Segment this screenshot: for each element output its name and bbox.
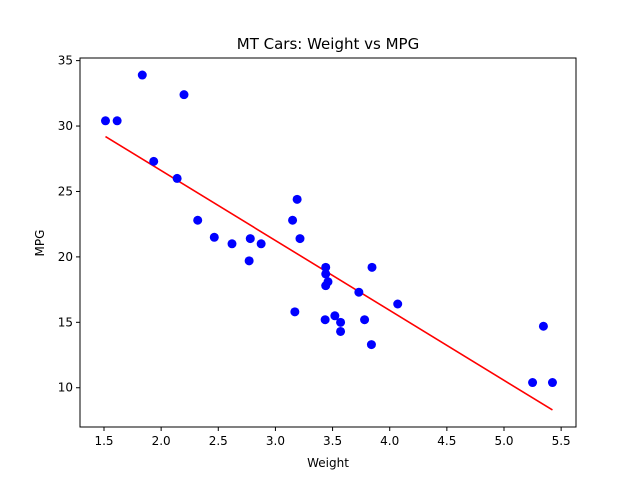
y-tick-label: 20	[58, 250, 73, 264]
data-point	[227, 239, 237, 249]
data-point	[336, 326, 346, 336]
data-point	[330, 311, 340, 321]
data-points-layer	[100, 70, 557, 388]
data-point	[112, 116, 122, 126]
data-point	[244, 256, 254, 266]
x-tick-label: 4.0	[380, 434, 399, 448]
x-tick-label: 2.0	[152, 434, 171, 448]
x-axis-label: Weight	[307, 456, 349, 470]
data-point	[172, 173, 182, 183]
data-point	[393, 299, 403, 309]
data-point	[547, 378, 557, 388]
data-point	[179, 90, 189, 100]
chart-title: MT Cars: Weight vs MPG	[237, 35, 419, 53]
y-tick-label: 30	[58, 119, 73, 133]
y-tick-label: 15	[58, 315, 73, 329]
x-tick-label: 3.5	[323, 434, 342, 448]
x-tick-label: 1.5	[94, 434, 113, 448]
x-axis: 1.5 2.0 2.5 3.0 3.5 4.0 4.5 5.0 5.5	[94, 427, 571, 448]
data-point	[360, 315, 370, 325]
data-point	[321, 281, 331, 291]
y-axis: 10 15 20 25 30 35	[58, 54, 80, 395]
data-point	[100, 116, 110, 126]
x-tick-label: 3.0	[266, 434, 285, 448]
data-point	[538, 321, 548, 331]
data-point	[288, 215, 298, 225]
plot-area	[79, 57, 577, 428]
data-point	[320, 315, 330, 325]
data-point	[256, 239, 266, 249]
data-point	[137, 70, 147, 80]
data-point	[193, 215, 203, 225]
data-point	[209, 232, 219, 242]
x-tick-label: 5.0	[494, 434, 513, 448]
data-point	[295, 234, 305, 244]
data-point	[528, 378, 538, 388]
data-point	[292, 194, 302, 204]
y-tick-label: 10	[58, 381, 73, 395]
data-point	[367, 262, 377, 272]
data-point	[336, 317, 346, 327]
y-axis-label: MPG	[33, 230, 47, 257]
y-tick-label: 35	[58, 54, 73, 68]
data-point	[366, 340, 376, 350]
x-tick-label: 5.5	[552, 434, 571, 448]
data-point	[354, 287, 364, 297]
plot-frame	[79, 57, 577, 428]
data-point	[321, 262, 331, 272]
x-tick-label: 2.5	[209, 434, 228, 448]
x-tick-label: 4.5	[437, 434, 456, 448]
data-point	[321, 269, 331, 279]
data-point	[149, 156, 159, 166]
data-point	[245, 234, 255, 244]
y-tick-label: 25	[58, 184, 73, 198]
data-point	[290, 307, 300, 317]
